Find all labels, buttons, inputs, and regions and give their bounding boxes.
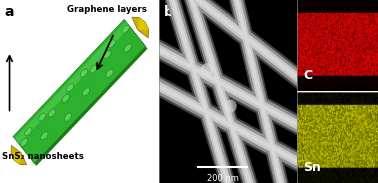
Ellipse shape (41, 132, 48, 140)
Text: Sn: Sn (303, 161, 321, 174)
Text: b: b (164, 5, 174, 20)
Ellipse shape (108, 40, 115, 48)
Polygon shape (228, 0, 290, 183)
Polygon shape (184, 0, 305, 87)
Ellipse shape (25, 128, 32, 136)
Polygon shape (13, 19, 146, 164)
Ellipse shape (124, 44, 132, 52)
Ellipse shape (122, 25, 129, 33)
Polygon shape (15, 21, 130, 144)
Text: SnS₂ nanosheets: SnS₂ nanosheets (2, 152, 84, 161)
Polygon shape (186, 0, 256, 183)
Polygon shape (11, 145, 26, 165)
Polygon shape (132, 17, 149, 38)
Polygon shape (183, 0, 307, 89)
Ellipse shape (67, 84, 74, 92)
Ellipse shape (80, 69, 88, 77)
Polygon shape (150, 75, 306, 172)
Ellipse shape (64, 113, 71, 121)
Ellipse shape (104, 51, 111, 59)
Polygon shape (150, 41, 305, 132)
Ellipse shape (224, 100, 237, 113)
Polygon shape (151, 80, 304, 167)
Polygon shape (184, 0, 258, 183)
Polygon shape (229, 0, 288, 183)
Polygon shape (14, 20, 147, 166)
Polygon shape (168, 0, 232, 183)
Ellipse shape (106, 69, 113, 77)
Polygon shape (150, 38, 306, 135)
Polygon shape (182, 0, 260, 183)
Text: C: C (303, 69, 312, 82)
Ellipse shape (62, 94, 70, 102)
Ellipse shape (20, 138, 28, 146)
Text: a: a (5, 5, 14, 20)
Ellipse shape (201, 63, 213, 76)
Polygon shape (164, 0, 236, 183)
Polygon shape (151, 44, 304, 130)
Polygon shape (149, 36, 307, 137)
Polygon shape (231, 0, 287, 183)
Polygon shape (149, 73, 307, 174)
Polygon shape (11, 153, 21, 165)
Ellipse shape (82, 88, 90, 96)
Polygon shape (166, 0, 234, 183)
Polygon shape (186, 0, 304, 84)
Ellipse shape (39, 113, 46, 121)
Polygon shape (150, 78, 305, 169)
Text: 200 nm: 200 nm (207, 174, 239, 183)
Polygon shape (233, 0, 285, 183)
Polygon shape (187, 0, 254, 183)
Polygon shape (163, 0, 237, 183)
Polygon shape (138, 18, 149, 30)
Polygon shape (183, 0, 307, 91)
Ellipse shape (48, 109, 56, 117)
Text: Graphene layers: Graphene layers (67, 5, 147, 14)
Ellipse shape (90, 65, 97, 73)
